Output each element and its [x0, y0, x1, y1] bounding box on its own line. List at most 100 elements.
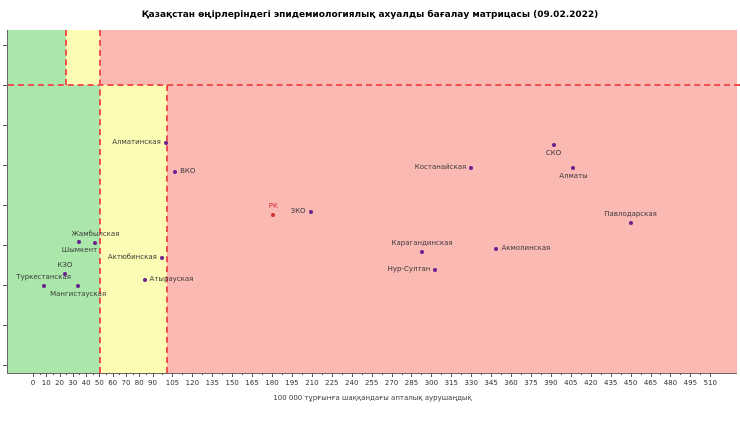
- x-tick-major: [232, 373, 234, 377]
- x-tick-label: 135: [205, 379, 219, 387]
- x-tick-label: 255: [364, 379, 379, 387]
- x-tick-minor: [52, 373, 54, 375]
- x-tick-major: [59, 373, 61, 377]
- x-tick-label: 70: [121, 379, 131, 387]
- point-label: Жамбылская: [71, 230, 120, 238]
- x-tick-label: 240: [345, 379, 359, 387]
- x-tick-major: [471, 373, 473, 377]
- x-tick-label: 375: [524, 379, 538, 387]
- x-tick-label: 105: [165, 379, 180, 387]
- threshold-line-vertical-100: [166, 85, 168, 373]
- x-tick-minor: [341, 373, 343, 375]
- x-tick-label: 465: [643, 379, 658, 387]
- x-tick-label: 50: [94, 379, 104, 387]
- x-tick-minor: [301, 373, 303, 375]
- x-tick-major: [710, 373, 712, 377]
- x-tick-label: 435: [603, 379, 618, 387]
- point-label: Актюбинская: [107, 253, 157, 261]
- point-label: Шымкент: [61, 246, 98, 254]
- x-tick-label: 405: [564, 379, 578, 387]
- y-tick: [3, 85, 7, 86]
- x-tick-minor: [92, 373, 94, 375]
- x-tick-major: [491, 373, 493, 377]
- x-tick-minor: [106, 373, 108, 375]
- x-tick-minor: [145, 373, 147, 375]
- x-tick-minor: [640, 373, 642, 375]
- x-tick-major: [139, 373, 141, 377]
- y-tick: [3, 325, 7, 326]
- chart-title: Қазақстан өңірлеріндегі эпидемиологиялық…: [141, 10, 599, 20]
- x-tick-minor: [222, 373, 224, 375]
- x-tick-label: 30: [68, 379, 78, 387]
- x-tick-minor: [421, 373, 423, 375]
- y-tick: [3, 125, 7, 126]
- x-tick-major: [291, 373, 293, 377]
- data-point-region: [163, 141, 168, 145]
- x-tick-minor: [282, 373, 283, 375]
- x-tick-minor: [39, 373, 41, 375]
- y-tick: [3, 245, 7, 246]
- data-point-region: [62, 272, 67, 276]
- x-tick-major: [272, 373, 274, 377]
- data-point-region: [628, 221, 633, 225]
- y-tick: [3, 205, 7, 206]
- data-point-region: [420, 250, 425, 254]
- yellow-zone-top: [66, 30, 100, 85]
- data-point-region: [494, 247, 499, 251]
- x-tick-major: [46, 373, 48, 377]
- threshold-line-horizontal: [8, 84, 740, 86]
- point-label: ЗКО: [290, 207, 306, 215]
- x-tick-major: [99, 373, 101, 377]
- point-label: РК: [268, 202, 278, 210]
- x-tick-major: [690, 373, 692, 377]
- x-tick-major: [451, 373, 453, 377]
- x-tick-minor: [560, 373, 562, 375]
- x-tick-label: 120: [185, 379, 200, 387]
- x-tick-major: [311, 373, 313, 377]
- x-tick-major: [670, 373, 672, 377]
- x-tick-label: 80: [134, 379, 144, 387]
- x-tick-minor: [521, 373, 523, 375]
- point-label: Алматинская: [112, 138, 161, 146]
- x-tick-minor: [242, 373, 244, 375]
- point-label: Нур-Султан: [387, 265, 431, 273]
- x-tick-label: 420: [584, 379, 598, 387]
- x-tick-major: [172, 373, 174, 377]
- data-point-region: [76, 284, 81, 288]
- x-tick-major: [431, 373, 433, 377]
- x-tick-minor: [132, 373, 134, 375]
- x-tick-minor: [501, 373, 503, 375]
- data-point-region: [159, 256, 164, 260]
- y-tick: [3, 165, 7, 166]
- x-tick-minor: [700, 373, 702, 375]
- point-label: Павлодарская: [604, 210, 657, 218]
- x-tick-label: 180: [265, 379, 279, 387]
- x-tick-minor: [202, 373, 204, 375]
- x-tick-minor: [361, 373, 363, 375]
- x-tick-minor: [441, 373, 443, 375]
- y-tick: [3, 45, 7, 46]
- x-tick-minor: [321, 373, 323, 375]
- data-point-region: [173, 170, 178, 174]
- data-point-region: [571, 166, 576, 170]
- x-tick-major: [531, 373, 532, 377]
- threshold-line-vertical-50: [99, 30, 101, 373]
- data-point-region: [551, 143, 556, 147]
- x-tick-major: [511, 373, 513, 377]
- point-label: Акмолинская: [501, 244, 551, 252]
- x-tick-major: [550, 373, 552, 377]
- data-point-region: [308, 210, 313, 214]
- x-tick-major: [33, 373, 34, 377]
- x-tick-label: 390: [544, 379, 558, 387]
- yellow-zone-bottom: [100, 85, 167, 373]
- red-zone-top: [100, 30, 737, 85]
- threshold-line-vertical-25: [65, 30, 67, 85]
- x-tick-major: [72, 373, 74, 377]
- point-label: Костанайская: [414, 163, 467, 171]
- green-zone-bottom: [8, 85, 100, 373]
- x-tick-minor: [182, 373, 184, 375]
- data-point-region: [41, 284, 46, 288]
- x-tick-minor: [540, 373, 542, 375]
- point-label: Туркестанская: [16, 273, 72, 281]
- x-tick-label: 20: [55, 379, 64, 387]
